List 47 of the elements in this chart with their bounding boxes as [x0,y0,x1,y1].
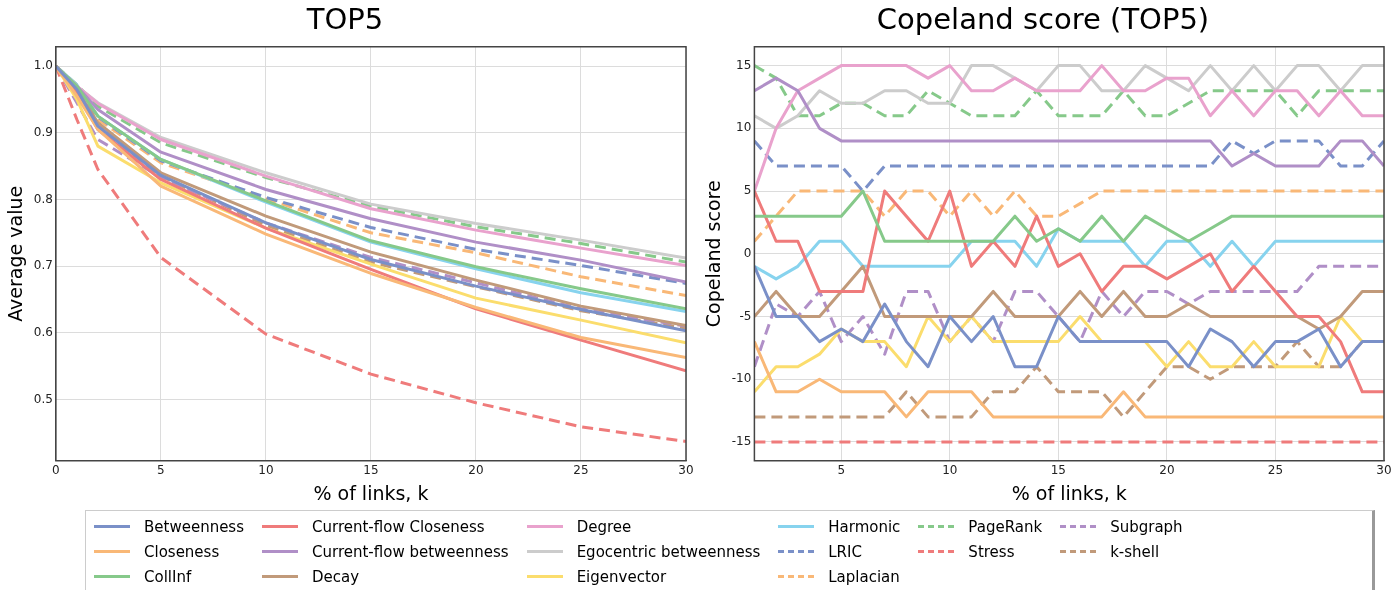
x-tick-label: 10 [258,463,274,478]
x-axis-title: % of links, k [1011,481,1127,504]
legend-label: Current-flow Closeness [312,517,485,536]
x-tick-label: 25 [573,463,589,478]
x-tick-label: 5 [837,463,846,478]
y-tick-label: 5 [743,183,752,198]
chart-title: TOP5 [305,1,384,36]
x-tick-label: 10 [942,463,958,478]
x-tick-label: 30 [1376,463,1392,478]
y-tick-label: 15 [736,57,752,72]
legend-label: k-shell [1110,542,1160,561]
legend-label: Current-flow betweenness [312,542,509,561]
x-tick-label: 15 [1050,463,1066,478]
x-tick-label: 5 [157,463,165,478]
legend-label: Subgraph [1110,517,1183,536]
x-axis-title: % of links, k [313,481,429,504]
y-axis-title: Copeland score [702,180,725,328]
legend-label: PageRank [968,517,1043,536]
legend-label: Laplacian [828,567,900,586]
x-tick-label: 15 [363,463,379,478]
legend-label: Harmonic [828,517,901,536]
x-tick-label: 20 [1159,463,1175,478]
legend-label: Closeness [144,542,220,561]
legend-label: CollInf [144,567,192,586]
y-tick-label: 1.0 [33,58,53,73]
y-tick-label: -5 [739,308,752,323]
y-tick-label: 0 [743,245,752,260]
legend-label: Egocentric betweenness [576,542,761,561]
y-tick-label: 0.6 [33,324,53,339]
y-tick-label: 0.5 [33,391,53,406]
y-tick-label: -10 [731,371,752,386]
y-axis-title: Average value [4,185,27,322]
y-tick-label: 0.9 [33,124,53,139]
legend-label: Degree [576,517,632,536]
y-tick-label: 0.7 [33,258,53,273]
y-tick-label: 10 [736,120,752,135]
x-tick-label: 30 [678,463,694,478]
legend-label: Eigenvector [576,567,667,586]
legend-label: LRIC [828,542,862,561]
y-tick-label: 0.8 [33,191,53,206]
legend-label: Decay [312,567,360,586]
chart-title: Copeland score (TOP5) [876,1,1210,36]
legend-label: Betweenness [144,517,244,536]
x-tick-label: 20 [468,463,484,478]
x-tick-label: 25 [1267,463,1284,478]
y-tick-label: -15 [731,434,752,449]
legend-label: Stress [968,542,1015,561]
